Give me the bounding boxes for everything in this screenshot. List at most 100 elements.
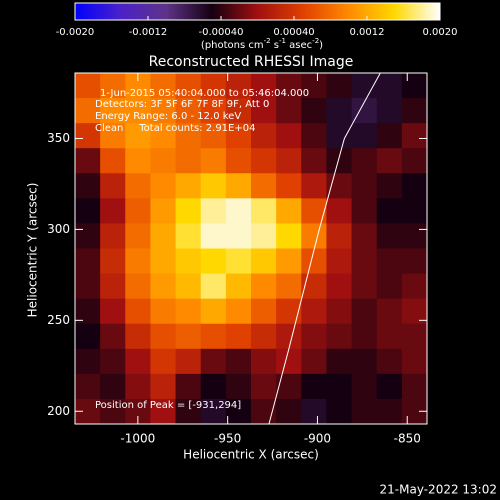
annotation: Clean Total counts: 2.91E+04: [95, 123, 255, 134]
cell: [301, 373, 327, 400]
y-axis-label: Heliocentric Y (arcsec): [26, 183, 40, 318]
cell: [150, 248, 177, 275]
cell: [150, 298, 177, 325]
cell: [175, 373, 202, 400]
cell: [100, 198, 126, 224]
cell: [301, 123, 327, 149]
x-tick-label: -950: [214, 432, 241, 446]
cell: [401, 348, 428, 375]
cell: [225, 123, 252, 149]
cell: [276, 348, 302, 375]
cell: [301, 348, 327, 375]
cell: [376, 373, 403, 400]
annotation: Energy Range: 6.0 - 12.0 keV: [95, 111, 241, 122]
cell: [401, 273, 428, 300]
colorbar-tick-label: 0.00040: [273, 27, 314, 38]
cell: [100, 98, 126, 124]
cell: [200, 273, 227, 300]
cell: [401, 98, 428, 124]
cell: [175, 398, 202, 425]
cell: [326, 348, 353, 375]
cell: [301, 398, 327, 425]
colorbar-tick-label: -0.00040: [199, 27, 244, 38]
cell: [75, 323, 101, 350]
cell: [401, 323, 428, 350]
cell: [125, 248, 151, 275]
cell: [251, 323, 277, 350]
cell: [376, 198, 403, 224]
cell: [150, 148, 177, 174]
cell: [125, 298, 151, 325]
cell: [351, 198, 378, 224]
cell: [200, 373, 227, 400]
cell: [75, 348, 101, 375]
cell: [301, 148, 327, 174]
cell: [225, 298, 252, 325]
cell: [401, 248, 428, 275]
cell: [175, 98, 202, 124]
cell: [175, 223, 202, 249]
cell: [125, 273, 151, 300]
cell: [251, 298, 277, 325]
cell: [225, 73, 252, 99]
cell: [376, 298, 403, 325]
unit: asec: [286, 40, 312, 51]
cell: [276, 73, 302, 99]
cell: [150, 323, 177, 350]
colorbar-tick-label: -0.0020: [56, 27, 95, 38]
cell: [276, 198, 302, 224]
cell: [200, 248, 227, 275]
cell: [276, 323, 302, 350]
cell: [150, 73, 177, 99]
cell: [200, 198, 227, 224]
cell: [75, 198, 101, 224]
cell: [251, 73, 277, 99]
cell: [175, 298, 202, 325]
cell: [75, 123, 101, 149]
cell: [75, 173, 101, 199]
cell: [276, 298, 302, 325]
cell: [276, 148, 302, 174]
cell: [75, 248, 101, 275]
heatmap: [75, 73, 428, 425]
cell: [276, 223, 302, 249]
cell: [200, 223, 227, 249]
cell: [175, 73, 202, 99]
cell: [75, 148, 101, 174]
cell: [351, 373, 378, 400]
cell: [75, 273, 101, 300]
cell: [75, 98, 101, 124]
cell: [175, 173, 202, 199]
cell: [100, 298, 126, 325]
cell: [225, 148, 252, 174]
cell: [100, 123, 126, 149]
cell: [150, 223, 177, 249]
cell: [401, 123, 428, 149]
cell: [200, 98, 227, 124]
colorbar-tick-label: 0.0012: [350, 27, 385, 38]
cell: [276, 173, 302, 199]
cell: [150, 173, 177, 199]
cell: [401, 223, 428, 249]
cell: [276, 123, 302, 149]
cell: [200, 323, 227, 350]
cell: [75, 73, 101, 99]
cell: [225, 273, 252, 300]
cell: [351, 248, 378, 275]
cell: [376, 173, 403, 199]
cell: [100, 348, 126, 375]
cell: [150, 398, 177, 425]
cell: [75, 223, 101, 249]
x-axis-label: Heliocentric X (arcsec): [183, 448, 319, 462]
cell: [401, 73, 428, 99]
cell: [100, 73, 126, 99]
cell: [251, 98, 277, 124]
cell: [351, 223, 378, 249]
cell: [225, 223, 252, 249]
cell: [351, 148, 378, 174]
cell: [351, 173, 378, 199]
cell: [100, 273, 126, 300]
cell: [150, 123, 177, 149]
annotation: 1-Jun-2015 05:40:04.000 to 05:46:04.000: [100, 88, 309, 99]
